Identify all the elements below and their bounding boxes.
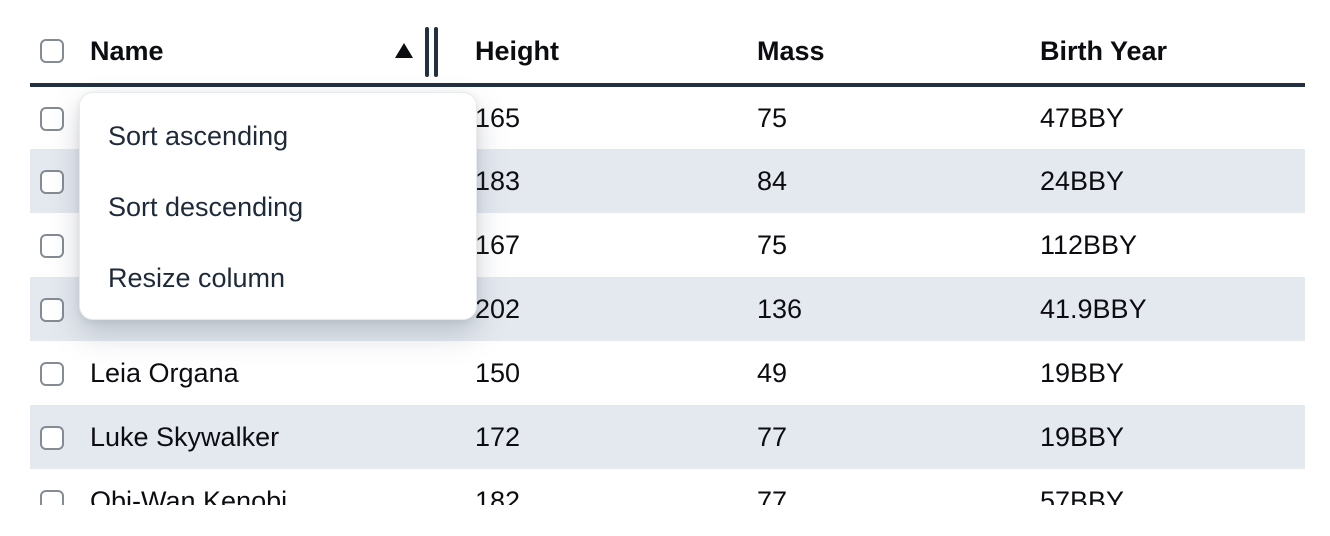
cell-mass: 77	[757, 485, 788, 506]
cell-birth-year: 19BBY	[1040, 421, 1125, 452]
cell-mass: 84	[757, 165, 788, 196]
cell-mass: 75	[757, 229, 788, 260]
cell-height: 167	[475, 229, 521, 260]
column-resize-handle[interactable]	[425, 27, 438, 77]
column-header-name[interactable]: Name	[78, 0, 463, 87]
row-checkbox[interactable]	[40, 298, 64, 323]
table-row: Leia Organa 150 49 19BBY	[30, 341, 1305, 405]
column-header-height[interactable]: Height	[463, 0, 745, 87]
table-row: Luke Skywalker 172 77 19BBY	[30, 405, 1305, 469]
table-row: Obi-Wan Kenobi 182 77 57BBY	[30, 469, 1305, 505]
menu-item-sort-ascending[interactable]: Sort ascending	[108, 121, 289, 151]
cell-height: 150	[475, 357, 521, 388]
table-header: Name Height Mass Birth Year	[30, 0, 1305, 87]
sort-ascending-icon	[395, 43, 413, 58]
cell-birth-year: 24BBY	[1040, 165, 1125, 196]
cell-birth-year: 47BBY	[1040, 102, 1125, 133]
cell-height: 172	[475, 421, 521, 452]
column-context-menu: Sort ascending Sort descending Resize co…	[79, 92, 477, 320]
header-row: Name Height Mass Birth Year	[30, 0, 1305, 87]
row-checkbox[interactable]	[40, 362, 64, 387]
header-checkbox-cell	[30, 0, 78, 87]
cell-mass: 136	[757, 293, 803, 324]
cell-mass: 75	[757, 102, 788, 133]
cell-mass: 77	[757, 421, 788, 452]
table-row: 165 75 47BBY	[30, 85, 1305, 149]
row-checkbox[interactable]	[40, 426, 64, 451]
table-row: 167 75 112BBY	[30, 213, 1305, 277]
select-all-checkbox[interactable]	[40, 38, 64, 63]
menu-item-sort-descending[interactable]: Sort descending	[108, 192, 304, 222]
cell-birth-year: 57BBY	[1040, 485, 1125, 506]
column-header-mass[interactable]: Mass	[745, 0, 1028, 87]
cell-birth-year: 112BBY	[1040, 229, 1138, 260]
cell-height: 182	[475, 485, 521, 506]
cell-name: Leia Organa	[90, 357, 239, 388]
column-header-name-label: Name	[90, 36, 164, 66]
cell-height: 165	[475, 102, 521, 133]
cell-height: 202	[475, 293, 521, 324]
cell-name: Obi-Wan Kenobi	[90, 485, 288, 506]
row-checkbox[interactable]	[40, 107, 64, 132]
cell-mass: 49	[757, 357, 788, 388]
row-checkbox[interactable]	[40, 170, 64, 195]
characters-table: Name Height Mass Birth Year 165 75 47BBY	[30, 0, 1305, 505]
column-header-birth-year[interactable]: Birth Year	[1028, 0, 1305, 87]
cell-height: 183	[475, 165, 521, 196]
cell-birth-year: 19BBY	[1040, 357, 1125, 388]
data-table-viewport: Name Height Mass Birth Year 165 75 47BBY	[30, 0, 1305, 505]
cell-birth-year: 41.9BBY	[1040, 293, 1147, 324]
menu-item-resize-column[interactable]: Resize column	[108, 263, 286, 293]
cell-name: Luke Skywalker	[90, 421, 280, 452]
row-checkbox[interactable]	[40, 234, 64, 259]
row-checkbox[interactable]	[40, 490, 64, 505]
